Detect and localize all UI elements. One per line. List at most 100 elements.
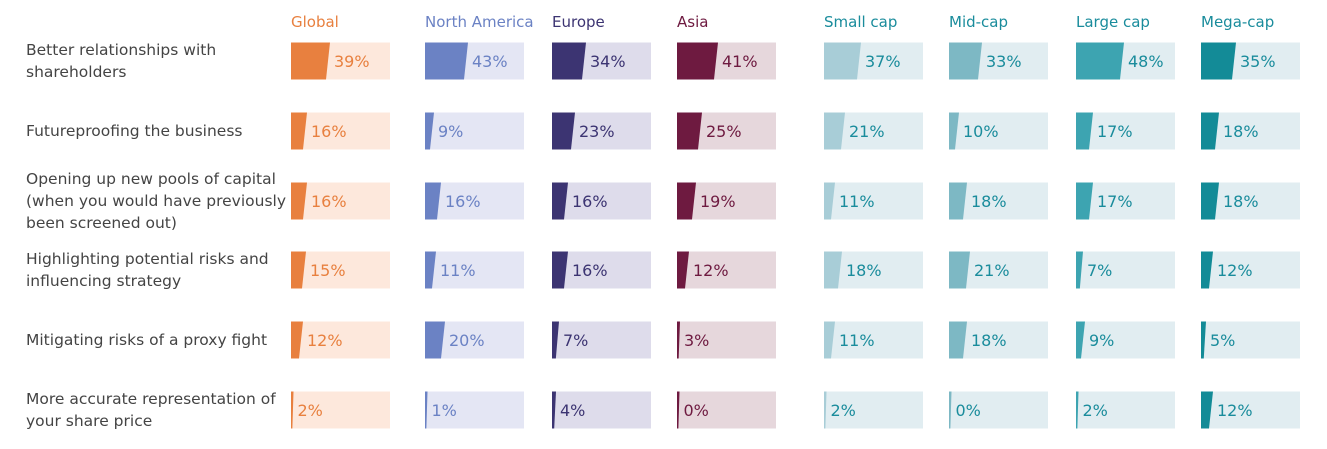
bar-fill [949,182,967,220]
bar-fill [1076,321,1085,359]
cell-background [552,321,651,359]
bar-fill [824,321,835,359]
value-label: 35% [1240,52,1276,71]
row-label: Opening up new pools of capital (when you… [26,170,286,232]
bar-fill [824,112,845,150]
bar-fill [425,321,445,359]
bar-fill [425,251,436,289]
bar-fill [1201,182,1219,220]
cell-background [291,391,390,429]
bar-fill [291,112,307,150]
value-label: 4% [560,401,585,420]
value-label: 7% [563,331,588,350]
cell-background [949,112,1048,150]
value-label: 12% [1217,261,1253,280]
bar-fill [824,251,842,289]
bar-fill [291,182,307,220]
bar-fill [824,391,827,429]
value-label: 17% [1097,192,1133,211]
cell-background [291,321,390,359]
column-header: Global [291,13,339,31]
column-header: Small cap [824,13,897,31]
row-label: More accurate representation of your shar… [26,390,276,430]
value-label: 2% [1083,401,1108,420]
value-label: 48% [1128,52,1164,71]
bar-fill [552,42,586,80]
value-label: 37% [865,52,901,71]
cell-background [291,251,390,289]
bar-fill [949,112,959,150]
bar-fill [949,321,967,359]
value-label: 41% [722,52,758,71]
value-label: 21% [849,122,885,141]
value-label: 16% [572,192,608,211]
cell-background [1201,391,1300,429]
bar-fill [1201,251,1213,289]
row-label: Better relationships with shareholders [26,41,216,81]
cell-background [949,391,1048,429]
bar-fill [1201,42,1236,80]
row-label: Futureproofing the business [26,122,242,140]
bar-fill [552,391,556,429]
bar-fill [677,251,689,289]
cell-background [824,321,923,359]
value-label: 11% [839,331,875,350]
bar-fill [552,112,575,150]
cell-background [1076,182,1175,220]
bar-fill [824,182,835,220]
cell-background [1201,251,1300,289]
cell-background [677,321,776,359]
bar-fill [949,391,952,429]
value-label: 11% [839,192,875,211]
cell-background [1201,321,1300,359]
value-label: 20% [449,331,485,350]
value-label: 18% [971,331,1007,350]
column-header: Large cap [1076,13,1150,31]
bar-fill [552,251,568,289]
cell-background [552,182,651,220]
value-label: 19% [700,192,736,211]
value-label: 18% [846,261,882,280]
bar-fill [425,182,441,220]
value-label: 12% [693,261,729,280]
cell-background [677,251,776,289]
cell-background [824,391,923,429]
value-label: 16% [311,122,347,141]
value-label: 15% [310,261,346,280]
cell-background [552,251,651,289]
cell-background [291,112,390,150]
bar-fill [1201,112,1219,150]
bar-fill [677,391,680,429]
column-header: Mega-cap [1201,13,1274,31]
bar-fill [677,112,702,150]
value-label: 2% [831,401,856,420]
bar-fill [552,321,559,359]
value-label: 12% [307,331,343,350]
cell-background [824,182,923,220]
bar-fill [425,112,434,150]
bar-fill [1201,321,1206,359]
bar-fill [949,251,970,289]
bar-fill [291,391,294,429]
value-label: 0% [956,401,981,420]
column-header: Europe [552,13,605,31]
column-header: Mid-cap [949,13,1008,31]
cell-background [677,391,776,429]
cell-background [1076,391,1175,429]
bar-fill [1201,391,1213,429]
value-label: 16% [572,261,608,280]
value-label: 16% [445,192,481,211]
cell-background [425,391,524,429]
bar-fill [677,321,680,359]
value-label: 23% [579,122,615,141]
bar-fill [677,42,718,80]
value-label: 9% [438,122,463,141]
bar-fill [1076,182,1093,220]
bar-fill [1076,251,1083,289]
bar-fill [1076,42,1124,80]
cell-background [1076,112,1175,150]
bar-fill [552,182,568,220]
value-label: 2% [298,401,323,420]
value-label: 1% [432,401,457,420]
